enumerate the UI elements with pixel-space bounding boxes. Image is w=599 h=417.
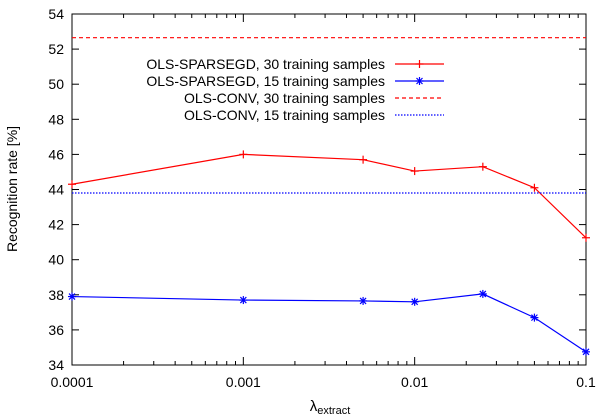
plus-marker: [239, 150, 248, 159]
legend-label: OLS-SPARSEGD, 30 training samples: [146, 56, 385, 72]
legend-item: OLS-CONV, 15 training samples: [184, 107, 444, 123]
legend-item: OLS-CONV, 30 training samples: [184, 90, 444, 106]
star-marker: [410, 297, 419, 306]
x-tick-label: 0.001: [226, 374, 261, 390]
y-tick-label: 50: [48, 76, 64, 92]
y-tick-label: 44: [48, 182, 64, 198]
plus-marker: [478, 162, 487, 171]
y-tick-label: 34: [48, 357, 64, 373]
y-axis: 34 36 38 40 42 44 46 48 50 52 54: [48, 6, 586, 373]
y-tick-label: 52: [48, 41, 64, 57]
star-marker: [68, 292, 76, 301]
plus-marker: [359, 155, 368, 164]
y-tick-label: 46: [48, 146, 64, 162]
x-axis-label-sub: extract: [317, 405, 350, 417]
star-marker: [530, 313, 539, 322]
y-tick-label: 40: [48, 252, 64, 268]
y-tick-label: 54: [48, 6, 64, 22]
plus-marker: [530, 183, 539, 192]
y-tick-label: 42: [48, 217, 64, 233]
x-tick-label: 0.0001: [51, 374, 94, 390]
legend-label: OLS-CONV, 15 training samples: [184, 107, 385, 123]
star-marker: [478, 289, 487, 298]
star-marker: [239, 296, 248, 305]
plus-marker: [582, 233, 590, 242]
x-axis-label: λextract: [310, 398, 351, 417]
y-tick-label: 36: [48, 322, 64, 338]
legend: OLS-SPARSEGD, 30 training samplesOLS-SPA…: [146, 56, 444, 123]
plus-marker: [68, 180, 76, 189]
y-tick-label: 38: [48, 287, 64, 303]
star-marker: [359, 296, 368, 305]
plus-marker: [410, 167, 419, 176]
x-tick-label: 0.1: [576, 374, 596, 390]
legend-label: OLS-SPARSEGD, 15 training samples: [146, 73, 385, 89]
legend-label: OLS-CONV, 30 training samples: [184, 90, 385, 106]
plus-marker: [415, 60, 424, 68]
legend-item: OLS-SPARSEGD, 30 training samples: [146, 56, 444, 72]
y-axis-label: Recognition rate [%]: [4, 126, 20, 252]
series-2: [68, 289, 590, 356]
x-tick-label: 0.01: [401, 374, 428, 390]
x-axis: 0.0001 0.001 0.01 0.1: [51, 14, 596, 390]
series-layer: [68, 37, 590, 356]
series-line: [71, 293, 587, 353]
star-marker: [415, 77, 424, 85]
series-1: [68, 150, 590, 242]
star-marker: [582, 347, 590, 356]
legend-item: OLS-SPARSEGD, 15 training samples: [146, 73, 444, 89]
y-tick-label: 48: [48, 111, 64, 127]
series-line: [71, 153, 587, 239]
x-axis-label-main: λ: [310, 398, 318, 415]
